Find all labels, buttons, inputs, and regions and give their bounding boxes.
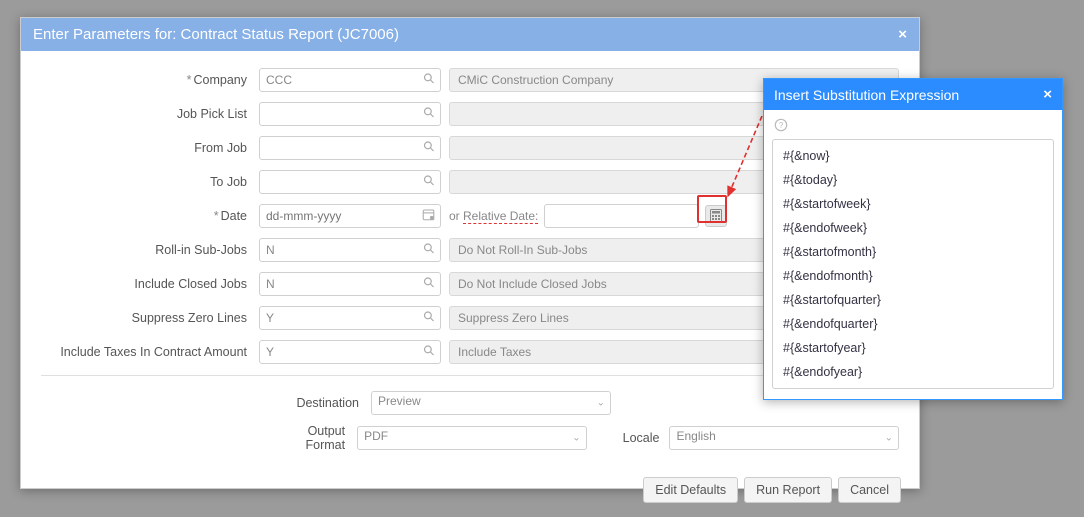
company-input[interactable]	[259, 68, 441, 92]
locale-select-wrap[interactable]: English ⌄	[669, 426, 899, 450]
include-taxes-lov[interactable]	[259, 340, 441, 364]
expression-item[interactable]: #{&startofyear}	[773, 336, 1053, 360]
label-roll-in: Roll-in Sub-Jobs	[41, 243, 259, 257]
or-relative-date-label: or Relative Date:	[449, 209, 538, 223]
include-taxes-input[interactable]	[259, 340, 441, 364]
edit-defaults-button[interactable]: Edit Defaults	[643, 477, 738, 503]
button-bar: Edit Defaults Run Report Cancel	[21, 471, 919, 517]
destination-select-wrap[interactable]: Preview ⌄	[371, 391, 611, 415]
popup-titlebar: Insert Substitution Expression ×	[764, 79, 1062, 110]
job-pick-list-lov[interactable]	[259, 102, 441, 126]
svg-text:?: ?	[779, 121, 784, 130]
label-suppress-zero: Suppress Zero Lines	[41, 311, 259, 325]
dialog-titlebar: Enter Parameters for: Contract Status Re…	[21, 18, 919, 51]
label-include-taxes: Include Taxes In Contract Amount	[41, 345, 259, 359]
label-job-pick-list: Job Pick List	[41, 107, 259, 121]
expression-item[interactable]: #{&endofmonth}	[773, 264, 1053, 288]
suppress-zero-lov[interactable]	[259, 306, 441, 330]
label-date: *Date	[41, 209, 259, 223]
row-output-format: OutputFormat PDF ⌄ Locale English ⌄	[41, 424, 899, 453]
include-closed-lov[interactable]	[259, 272, 441, 296]
date-input[interactable]	[259, 204, 441, 228]
locale-select[interactable]: English	[669, 426, 899, 450]
close-icon[interactable]: ×	[898, 26, 907, 43]
calculator-icon	[710, 209, 722, 223]
label-include-closed: Include Closed Jobs	[41, 277, 259, 291]
destination-select[interactable]: Preview	[371, 391, 611, 415]
to-job-lov[interactable]	[259, 170, 441, 194]
cancel-button[interactable]: Cancel	[838, 477, 901, 503]
help-icon[interactable]: ?	[774, 118, 1054, 135]
job-pick-list-input[interactable]	[259, 102, 441, 126]
expression-item[interactable]: #{&startofmonth}	[773, 240, 1053, 264]
from-job-lov[interactable]	[259, 136, 441, 160]
relative-date-input[interactable]	[544, 204, 699, 228]
roll-in-input[interactable]	[259, 238, 441, 262]
label-to-job: To Job	[41, 175, 259, 189]
run-report-button[interactable]: Run Report	[744, 477, 832, 503]
output-format-select[interactable]: PDF	[357, 426, 587, 450]
dialog-title: Enter Parameters for: Contract Status Re…	[33, 26, 399, 43]
expression-item[interactable]: #{&endofquarter}	[773, 312, 1053, 336]
substitution-popup: Insert Substitution Expression × ? #{&no…	[763, 78, 1063, 400]
suppress-zero-input[interactable]	[259, 306, 441, 330]
expression-item[interactable]: #{&today}	[773, 168, 1053, 192]
label-locale: Locale	[623, 431, 660, 445]
popup-body: ? #{&now}#{&today}#{&startofweek}#{&endo…	[764, 110, 1062, 399]
include-closed-input[interactable]	[259, 272, 441, 296]
expression-item[interactable]: #{&startofweek}	[773, 192, 1053, 216]
expression-item[interactable]: #{&endofyear}	[773, 360, 1053, 384]
output-format-select-wrap[interactable]: PDF ⌄	[357, 426, 587, 450]
expression-item[interactable]: #{&startofquarter}	[773, 288, 1053, 312]
substitution-expression-button[interactable]	[705, 205, 727, 227]
close-icon[interactable]: ×	[1043, 86, 1052, 103]
label-destination: Destination	[41, 396, 371, 410]
label-output-format: OutputFormat	[41, 424, 357, 453]
date-input-wrap[interactable]	[259, 204, 441, 228]
expression-item[interactable]: #{&now}	[773, 144, 1053, 168]
label-company: *Company	[41, 73, 259, 87]
from-job-input[interactable]	[259, 136, 441, 160]
expression-item[interactable]: #{&endofweek}	[773, 216, 1053, 240]
popup-title: Insert Substitution Expression	[774, 87, 959, 103]
company-lov[interactable]	[259, 68, 441, 92]
to-job-input[interactable]	[259, 170, 441, 194]
roll-in-lov[interactable]	[259, 238, 441, 262]
expression-list: #{&now}#{&today}#{&startofweek}#{&endofw…	[772, 139, 1054, 389]
label-from-job: From Job	[41, 141, 259, 155]
